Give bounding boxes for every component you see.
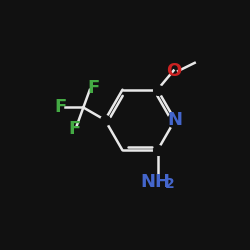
Text: NH: NH (140, 172, 170, 190)
Text: F: F (54, 98, 66, 116)
Text: F: F (88, 79, 100, 97)
Text: F: F (68, 120, 80, 138)
Text: O: O (166, 62, 181, 80)
Text: 2: 2 (165, 177, 174, 191)
Text: N: N (168, 111, 182, 129)
